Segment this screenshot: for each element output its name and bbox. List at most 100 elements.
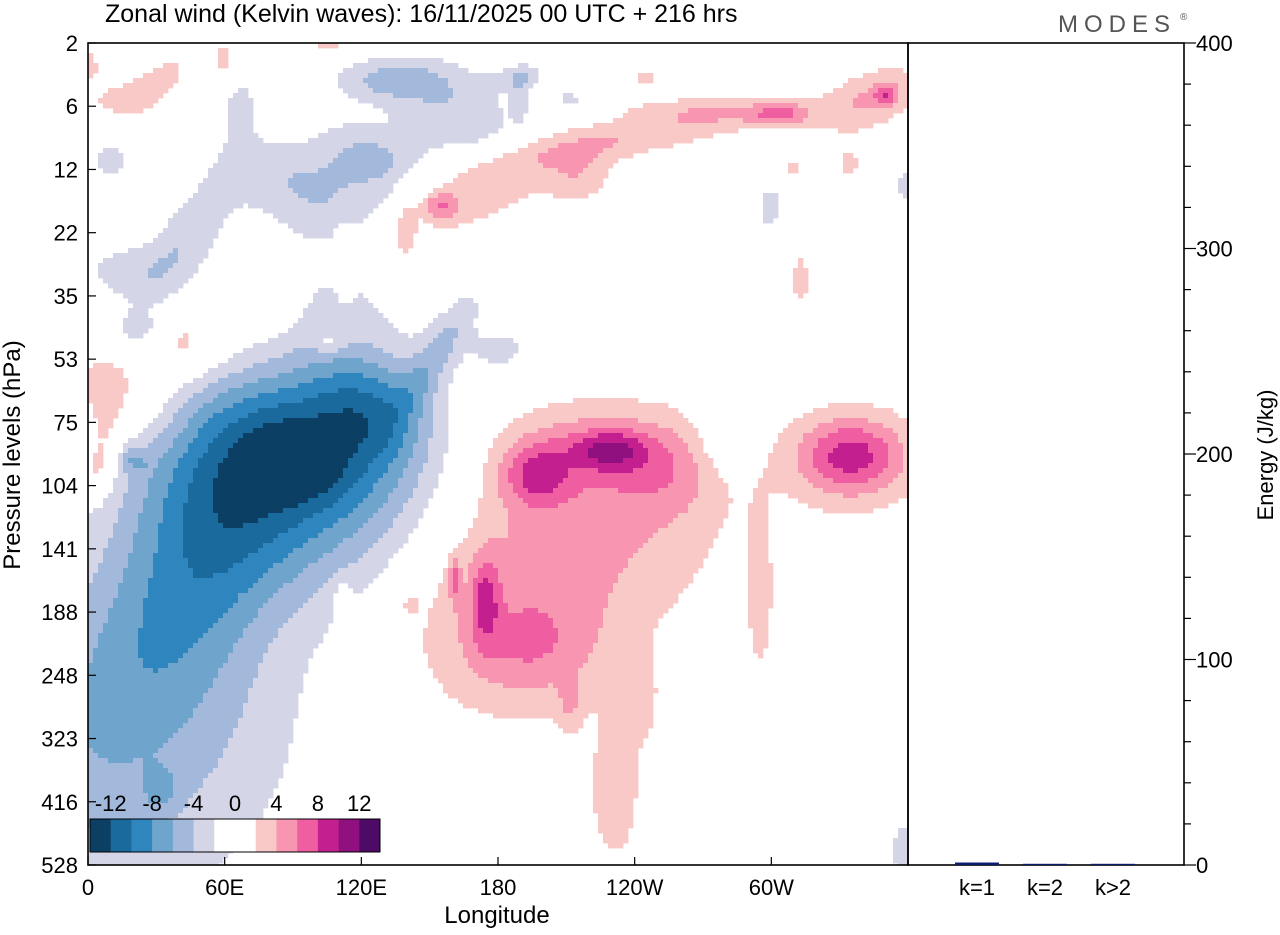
contour-cell — [303, 468, 309, 474]
contour-cell — [143, 503, 149, 509]
contour-cell — [123, 508, 129, 514]
contour-cell — [208, 633, 214, 639]
contour-cell — [123, 763, 129, 769]
contour-cell — [273, 758, 279, 764]
contour-cell — [278, 583, 284, 589]
contour-cell — [88, 793, 94, 799]
contour-cell — [118, 533, 124, 539]
contour-cell — [148, 683, 154, 689]
contour-cell — [148, 323, 154, 329]
contour-cell — [213, 453, 219, 459]
contour-cell — [98, 163, 104, 169]
contour-cell — [153, 798, 159, 804]
contour-cell — [113, 518, 119, 524]
contour-cell — [173, 633, 179, 639]
contour-cell — [248, 628, 254, 634]
contour-cell — [128, 248, 134, 254]
contour-cell — [213, 738, 219, 744]
contour-cell — [248, 598, 254, 604]
contour-cell — [268, 593, 274, 599]
contour-cell — [153, 488, 159, 494]
contour-cell — [148, 273, 154, 279]
contour-cell — [128, 93, 134, 99]
contour-cell — [298, 618, 304, 624]
contour-cell — [263, 663, 269, 669]
contour-cell — [213, 433, 219, 439]
contour-cell — [183, 583, 189, 589]
contour-cell — [98, 608, 104, 614]
contour-cell — [258, 683, 264, 689]
contour-cell — [263, 453, 269, 459]
contour-cell — [103, 673, 109, 679]
contour-cell — [293, 478, 299, 484]
contour-cell — [228, 718, 234, 724]
contour-cell — [223, 578, 229, 584]
contour-cell — [228, 663, 234, 669]
contour-cell — [288, 208, 294, 214]
contour-cell — [93, 763, 99, 769]
contour-cell — [123, 628, 129, 634]
contour-cell — [183, 338, 189, 344]
contour-cell — [178, 443, 184, 449]
contour-cell — [198, 223, 204, 229]
contour-cell — [193, 528, 199, 534]
contour-cell — [128, 538, 134, 544]
contour-cell — [228, 538, 234, 544]
contour-cell — [108, 158, 114, 164]
contour-cell — [243, 108, 249, 114]
contour-cell — [248, 613, 254, 619]
contour-cell — [113, 383, 119, 389]
contour-cell — [153, 508, 159, 514]
contour-cell — [103, 853, 109, 859]
contour-cell — [123, 468, 129, 474]
contour-cell — [288, 473, 294, 479]
contour-cell — [93, 738, 99, 744]
contour-cell — [123, 328, 129, 334]
contour-cell — [218, 173, 224, 179]
contour-cell — [148, 528, 154, 534]
contour-cell — [103, 418, 109, 424]
contour-cell — [128, 578, 134, 584]
contour-cell — [133, 288, 139, 294]
contour-cell — [153, 603, 159, 609]
contour-cell — [213, 688, 219, 694]
contour-cell — [243, 763, 249, 769]
contour-cell — [193, 678, 199, 684]
contour-cell — [128, 508, 134, 514]
contour-cell — [238, 458, 244, 464]
contour-cell — [98, 158, 104, 164]
contour-cell — [263, 668, 269, 674]
contour-cell — [203, 523, 209, 529]
contour-cell — [118, 453, 124, 459]
contour-cell — [93, 643, 99, 649]
contour-cell — [93, 743, 99, 749]
contour-cell — [293, 538, 299, 544]
contour-cell — [153, 263, 159, 269]
contour-cell — [288, 388, 294, 394]
contour-cell — [208, 183, 214, 189]
contour-cell — [258, 813, 264, 819]
contour-cell — [238, 573, 244, 579]
contour-cell — [228, 183, 234, 189]
contour-cell — [228, 153, 234, 159]
contour-cell — [228, 388, 234, 394]
contour-cell — [238, 583, 244, 589]
contour-cell — [248, 708, 254, 714]
contour-cell — [168, 543, 174, 549]
contour-cell — [293, 393, 299, 399]
contour-cell — [103, 383, 109, 389]
contour-cell — [113, 673, 119, 679]
contour-cell — [88, 598, 94, 604]
contour-cell — [193, 508, 199, 514]
contour-cell — [298, 438, 304, 444]
contour-cell — [208, 218, 214, 224]
contour-cell — [313, 643, 319, 649]
contour-cell — [173, 598, 179, 604]
contour-cell — [163, 808, 169, 814]
contour-cell — [183, 648, 189, 654]
contour-cell — [308, 188, 314, 194]
contour-cell — [248, 778, 254, 784]
contour-cell — [128, 448, 134, 454]
contour-cell — [138, 533, 144, 539]
contour-cell — [233, 463, 239, 469]
